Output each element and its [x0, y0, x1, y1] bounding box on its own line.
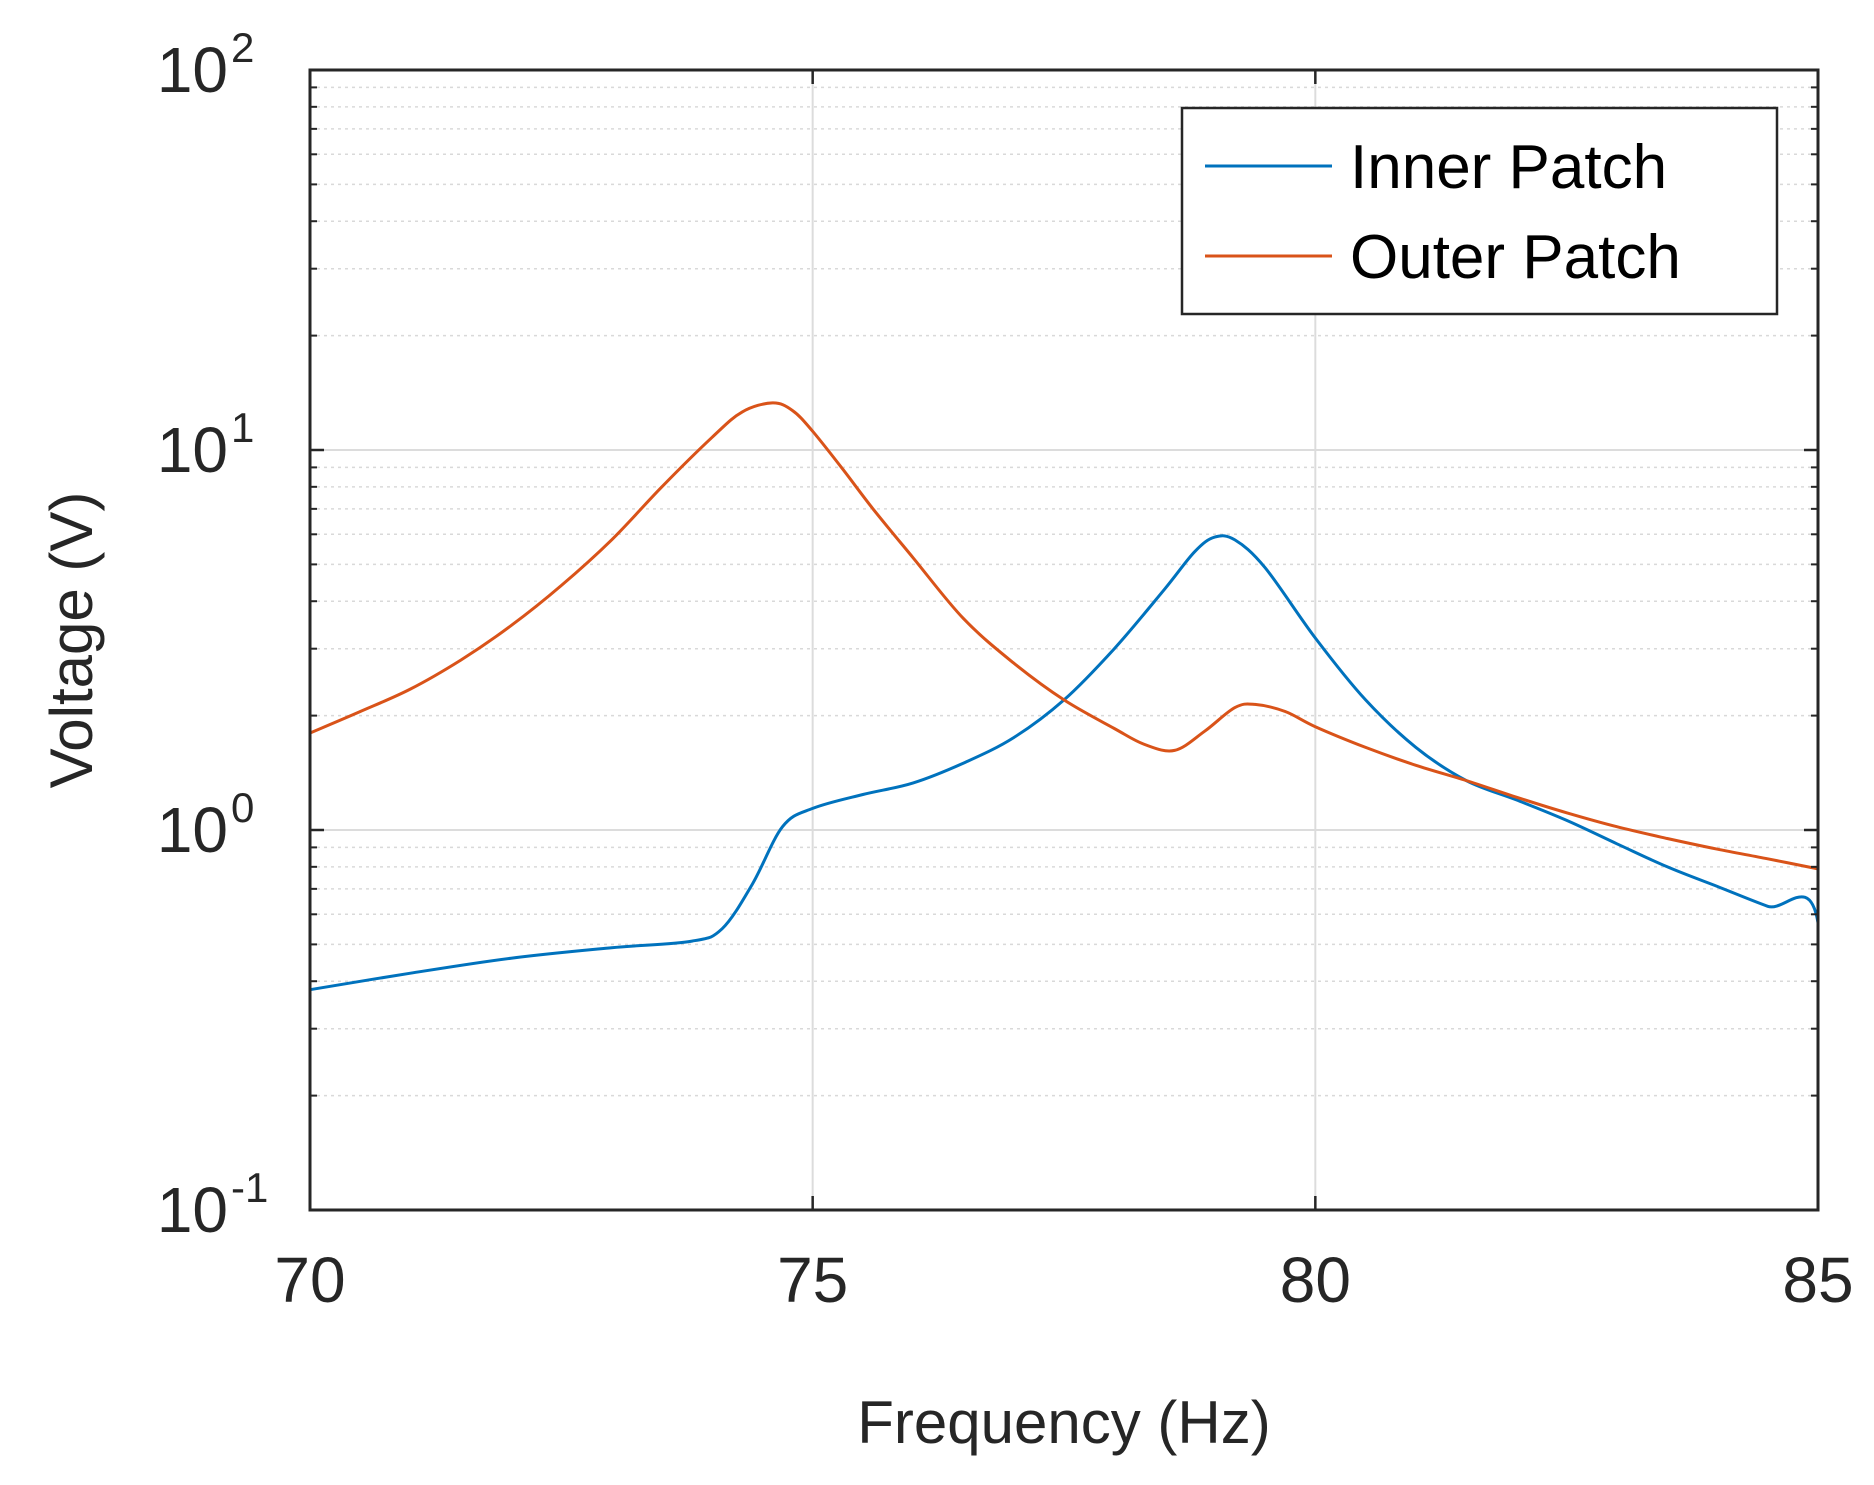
y-tick-label: 10 2	[157, 24, 255, 106]
y-tick-label-base: 10	[157, 1174, 228, 1246]
legend-label-inner-patch: Inner Patch	[1350, 133, 1667, 202]
y-tick-label-base: 10	[157, 34, 228, 106]
x-tick-label: 70	[274, 1244, 345, 1316]
y-tick-label-base: 10	[157, 794, 228, 866]
series-lines	[309, 401, 1820, 1210]
y-tick-label-exponent: 2	[231, 24, 254, 71]
y-tick-label-exponent: 1	[231, 404, 254, 451]
y-tick-label-exponent: 0	[231, 784, 254, 831]
y-tick-label-exponent: -1	[231, 1164, 268, 1211]
y-axis-label: Voltage (V)	[38, 492, 105, 789]
y-tick-label: 10 1	[157, 404, 255, 486]
x-axis-label: Frequency (Hz)	[857, 1389, 1270, 1456]
legend-box	[1180, 106, 1779, 316]
plot-frame	[308, 68, 1820, 1212]
y-tick-label: 10 0	[157, 784, 255, 866]
x-tick-label: 75	[777, 1244, 848, 1316]
x-tick-label: 85	[1782, 1244, 1853, 1316]
series-line-outer-patch	[309, 401, 1819, 871]
legend: Inner Patch Outer Patch	[1180, 106, 1779, 316]
y-tick-label: 10 -1	[157, 1164, 269, 1246]
legend-label-outer-patch: Outer Patch	[1350, 223, 1681, 292]
x-tick-label: 80	[1280, 1244, 1351, 1316]
series-line-inner-patch	[309, 534, 1820, 1210]
y-tick-label-base: 10	[157, 414, 228, 486]
